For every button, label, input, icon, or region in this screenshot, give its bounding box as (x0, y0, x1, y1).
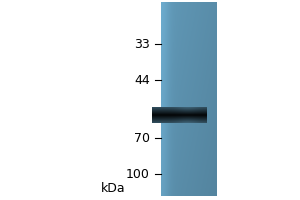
Text: kDa: kDa (101, 182, 126, 194)
Text: 44: 44 (134, 73, 150, 86)
Text: 100: 100 (126, 168, 150, 180)
Text: 70: 70 (134, 132, 150, 144)
Text: 33: 33 (134, 38, 150, 50)
